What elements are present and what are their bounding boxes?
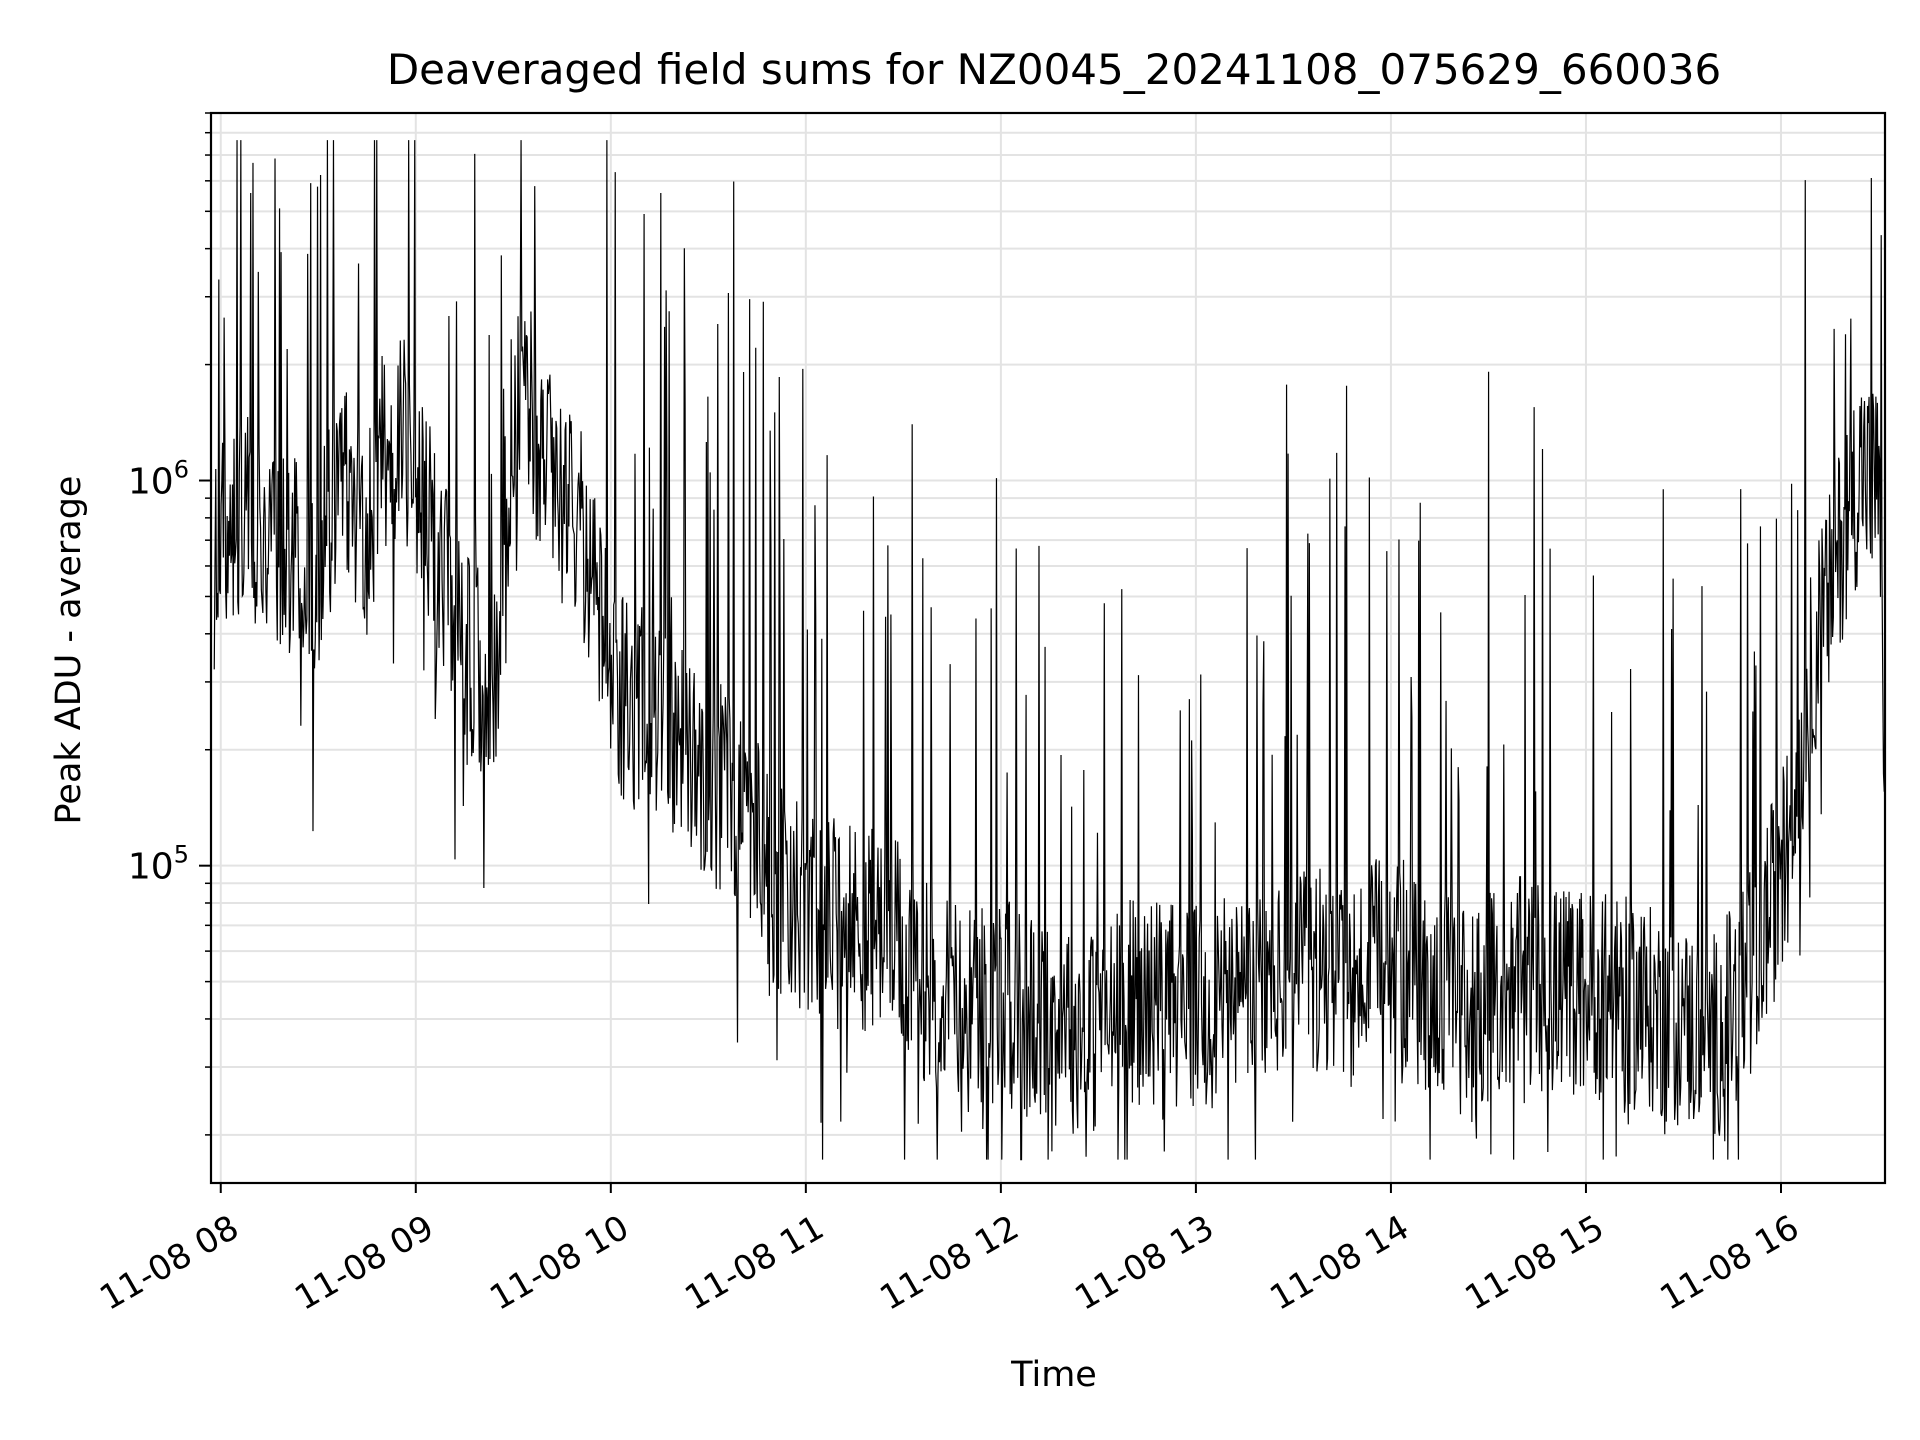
plot-frame	[209, 111, 1887, 1185]
y-tick-label: 106	[128, 456, 189, 503]
chart-title: Deaveraged field sums for NZ0045_2024110…	[387, 45, 1721, 94]
x-axis-label: Time	[1010, 1355, 1097, 1395]
series-line	[213, 140, 1886, 1161]
y-axis-ticks: 105 106	[128, 112, 211, 1136]
series-group	[213, 140, 1886, 1161]
y-axis-label: Peak ADU - average	[49, 476, 89, 825]
y-tick-label: 105	[128, 841, 189, 888]
